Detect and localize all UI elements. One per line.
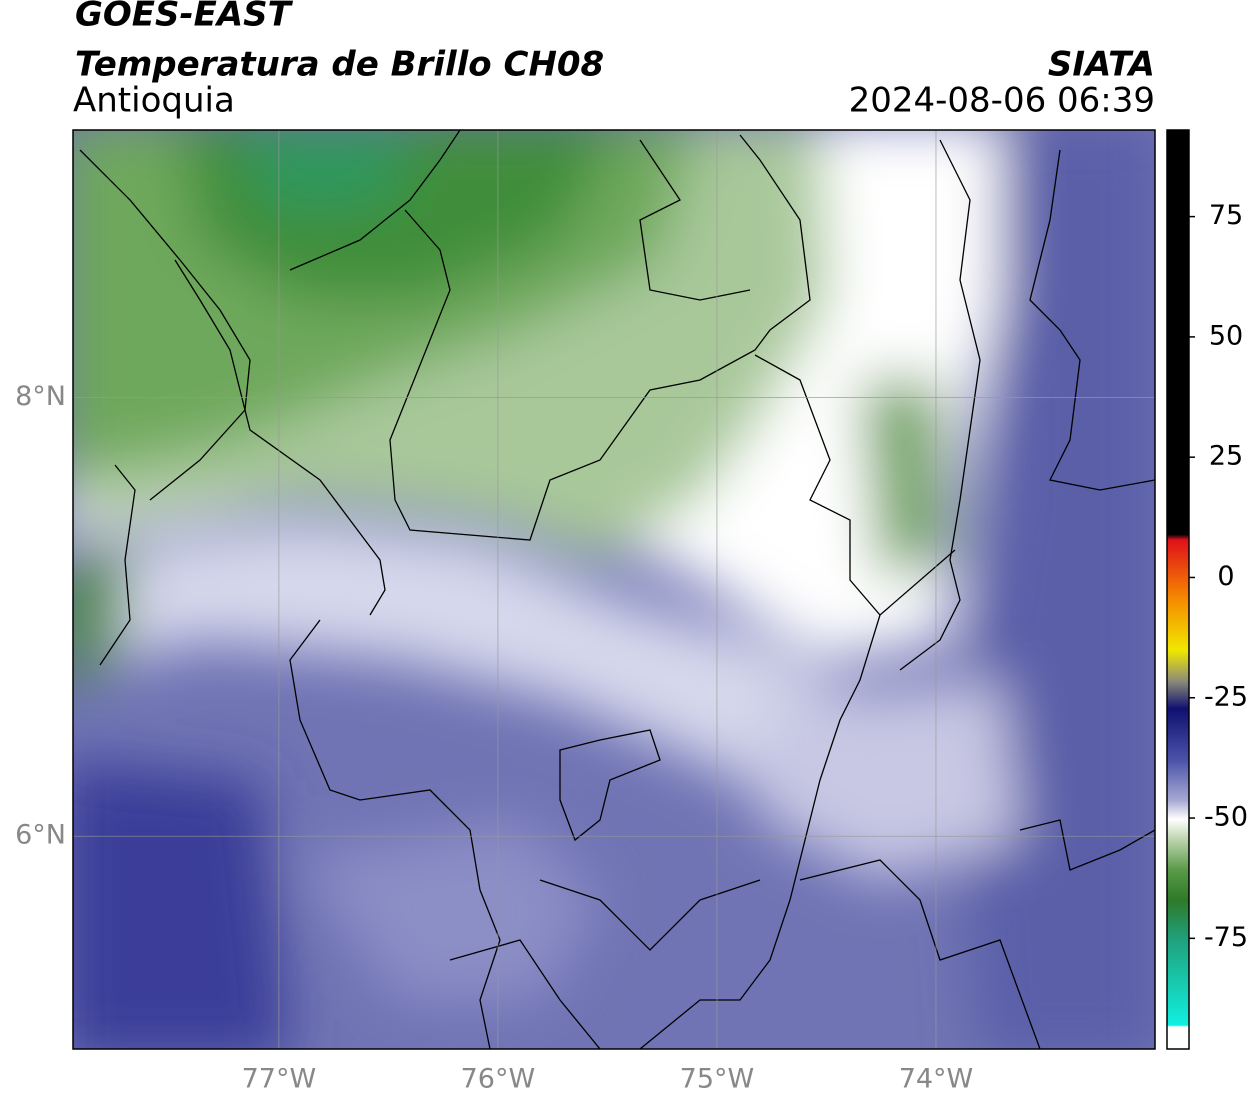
source: SIATA <box>1048 45 1155 85</box>
timestamp: 2024-08-06 06:39 <box>849 81 1155 121</box>
borders <box>79 130 1155 1049</box>
y-tick-label: 6°N <box>15 820 66 851</box>
colorbar-tick-label: 25 <box>1209 441 1243 472</box>
y-tick-label: 8°N <box>15 381 66 412</box>
x-tick-label: 75°W <box>680 1064 755 1095</box>
grid <box>73 130 1155 1049</box>
x-tick-label: 76°W <box>461 1064 536 1095</box>
satellite-image <box>73 130 1155 1049</box>
colorbar-tick-label: 50 <box>1209 320 1243 351</box>
x-tick-label: 74°W <box>899 1064 974 1095</box>
colorbar <box>1166 129 1190 1050</box>
region: Antioquia <box>73 81 235 121</box>
x-tick-label: 77°W <box>242 1064 317 1095</box>
subtitle: Temperatura de Brillo CH08 <box>75 45 604 85</box>
title: GOES-EAST <box>75 0 294 35</box>
colorbar-tick-label: 0 <box>1217 561 1234 592</box>
colorbar-tick-label: 75 <box>1209 200 1243 231</box>
colorbar-tick-label: -75 <box>1204 922 1248 953</box>
colorbar-tick-label: -50 <box>1204 802 1248 833</box>
colorbar-tick-label: -25 <box>1204 681 1248 712</box>
map-frame <box>72 129 1156 1050</box>
